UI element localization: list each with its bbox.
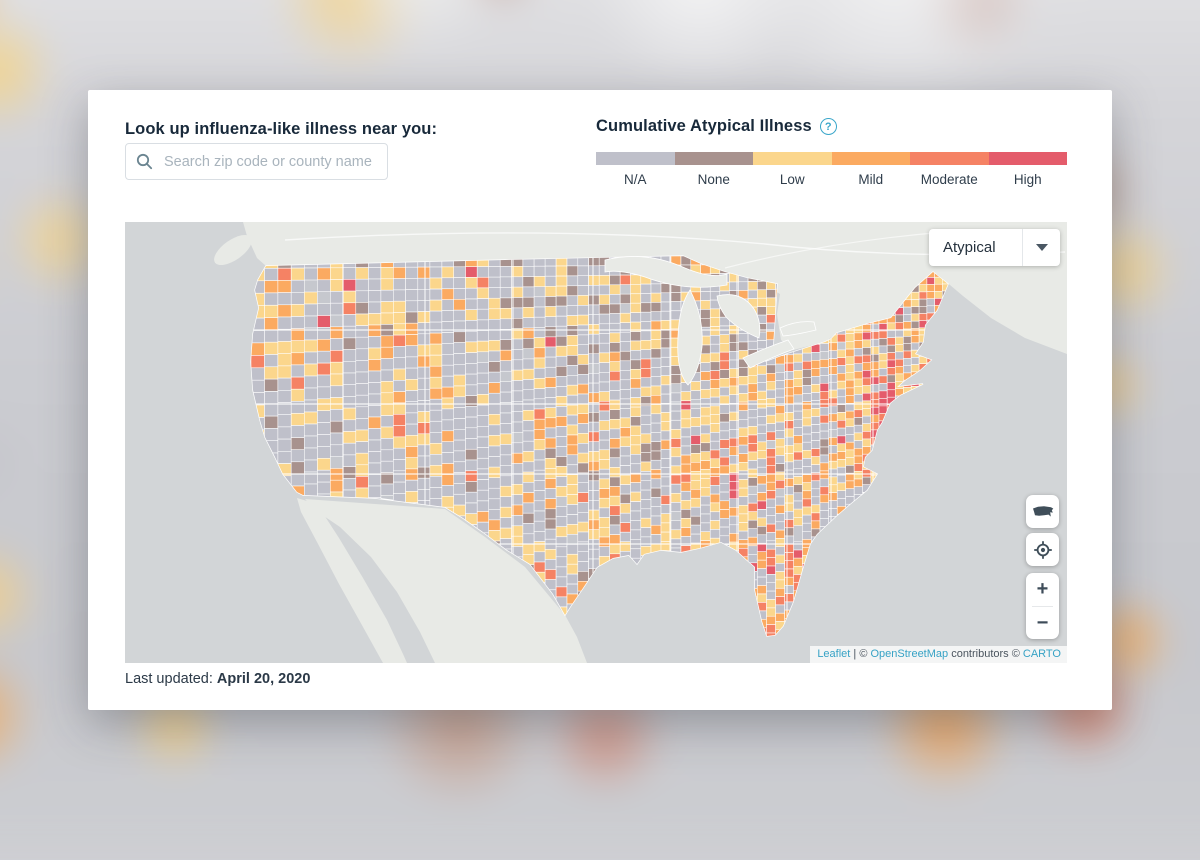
zoom-in-button[interactable]: + <box>1026 573 1059 606</box>
search-icon <box>136 153 153 170</box>
legend-label: Low <box>779 172 805 187</box>
search-input-container[interactable] <box>125 143 388 180</box>
dropdown-value: Atypical <box>943 239 996 256</box>
legend-segment-na <box>596 152 675 165</box>
attribution-text: contributors © <box>948 648 1023 660</box>
help-icon[interactable]: ? <box>819 118 837 135</box>
zoom-control: + − <box>1026 573 1059 639</box>
last-updated: Last updated: April 20, 2020 <box>125 671 310 687</box>
dropdown-divider <box>1022 229 1023 266</box>
legend-header: Cumulative Atypical Illness ? <box>596 117 837 136</box>
lookup-heading: Look up influenza-like illness near you: <box>125 120 438 138</box>
legend-segment-low <box>753 152 832 165</box>
attribution-text: | © <box>850 648 871 660</box>
legend-color-bar <box>596 152 1067 165</box>
legend-label: N/A <box>623 172 647 187</box>
legend-segment-high <box>988 152 1067 165</box>
us-county-map-svg <box>125 222 1067 663</box>
last-updated-label: Last updated: <box>125 671 213 687</box>
legend-labels: N/A None Low Mild Moderate High <box>596 172 1067 187</box>
legend-segment-none <box>674 152 753 165</box>
legend-label: Moderate <box>920 172 978 187</box>
zoom-control-divider <box>1032 605 1053 607</box>
us-map-icon <box>1032 506 1053 517</box>
osm-link[interactable]: OpenStreetMap <box>870 648 949 660</box>
leaflet-link[interactable]: Leaflet <box>817 648 851 660</box>
legend-segment-moderate <box>910 152 989 165</box>
illness-lookup-card: Look up influenza-like illness near you:… <box>88 90 1112 710</box>
crosshair-locate-icon <box>1033 540 1052 559</box>
legend-label: High <box>1013 172 1042 187</box>
map-attribution: Leaflet | © OpenStreetMap contributors ©… <box>810 646 1067 663</box>
legend-label: Mild <box>858 172 884 187</box>
carto-link[interactable]: CARTO <box>1022 648 1061 660</box>
chevron-down-icon <box>1036 244 1048 251</box>
map-mode-dropdown[interactable]: Atypical <box>929 229 1060 266</box>
last-updated-date: April 20, 2020 <box>216 671 311 687</box>
legend-title: Cumulative Atypical Illness <box>596 117 812 135</box>
locate-button[interactable] <box>1026 533 1059 566</box>
search-input[interactable] <box>162 152 377 171</box>
legend-label: None <box>697 172 730 187</box>
us-extent-button[interactable] <box>1026 495 1059 528</box>
choropleth-map[interactable]: Atypical + − Leaflet | © OpenStre <box>125 222 1067 663</box>
legend-segment-mild <box>831 152 910 165</box>
zoom-out-button[interactable]: − <box>1026 607 1059 640</box>
